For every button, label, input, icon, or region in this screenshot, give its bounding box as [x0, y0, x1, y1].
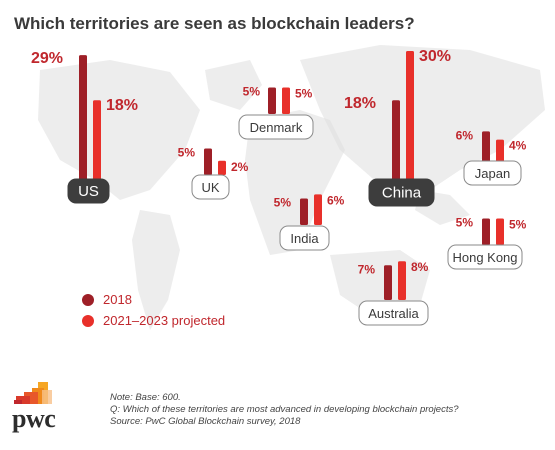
- bar-2018-australia: [384, 265, 392, 300]
- territory-label-us: US: [78, 183, 99, 200]
- data-label-2018-us: 29%: [31, 50, 63, 67]
- territory-box-denmark: [238, 114, 314, 140]
- data-label-projected-uk: 2%: [231, 160, 249, 174]
- bar-2018-uk: [204, 148, 212, 175]
- bar-projected-india: [314, 194, 322, 225]
- legend-swatch-2018: [82, 293, 94, 306]
- territory-box-china: [368, 178, 435, 207]
- bar-2018-india: [300, 198, 308, 225]
- territory-label-denmark: Denmark: [250, 120, 303, 135]
- data-label-projected-india: 6%: [327, 193, 345, 207]
- territory-label-china: China: [382, 185, 422, 202]
- territory-box-uk: [191, 174, 230, 200]
- bar-projected-denmark: [282, 87, 290, 114]
- legend-item-2018: 2018: [82, 289, 225, 310]
- legend-label-projected: 2021–2023 projected: [103, 313, 226, 328]
- legend-label-2018: 2018: [103, 292, 132, 307]
- map-landmass: [38, 60, 200, 200]
- bar-projected-china: [406, 51, 414, 180]
- pwc-logo-text: pwc: [12, 404, 56, 433]
- pwc-logo-mark: [14, 382, 52, 404]
- legend-swatch-projected: [82, 314, 94, 327]
- data-label-projected-japan: 4%: [509, 139, 527, 153]
- bar-2018-denmark: [268, 87, 276, 114]
- territory-label-hong-kong: Hong Kong: [452, 250, 517, 265]
- territory-box-india: [279, 225, 330, 251]
- map-landmass: [245, 110, 345, 255]
- legend-item-projected: 2021–2023 projected: [82, 310, 225, 331]
- data-label-projected-denmark: 5%: [295, 87, 313, 101]
- bar-projected-australia: [398, 261, 406, 300]
- territory-label-australia: Australia: [368, 306, 419, 321]
- bar-projected-hong-kong: [496, 218, 504, 245]
- bar-2018-us: [79, 55, 87, 180]
- bar-2018-hong-kong: [482, 218, 490, 245]
- territory-box-japan: [463, 160, 522, 186]
- data-label-2018-hong-kong: 5%: [456, 216, 474, 230]
- note-base: Note: Base: 600.: [110, 392, 181, 403]
- bar-projected-uk: [218, 160, 226, 175]
- data-label-projected-china: 30%: [419, 48, 451, 65]
- legend: 2018 2021–2023 projected: [82, 289, 225, 331]
- data-label-projected-australia: 8%: [411, 260, 429, 274]
- bar-2018-japan: [482, 131, 490, 162]
- data-label-2018-india: 5%: [274, 196, 292, 210]
- territory-box-hong-kong: [447, 244, 523, 270]
- data-label-2018-australia: 7%: [358, 262, 376, 276]
- chart-title: Which territories are seen as blockchain…: [14, 14, 415, 33]
- territory-box-australia: [358, 300, 429, 326]
- data-label-2018-japan: 6%: [456, 128, 474, 142]
- territory-box-us: [67, 178, 110, 204]
- data-label-projected-us: 18%: [106, 97, 138, 114]
- data-label-2018-china: 18%: [344, 95, 376, 112]
- pwc-logo: pwc: [12, 380, 72, 436]
- notes: Note: Base: 600. Q: Which of these terri…: [110, 392, 459, 428]
- bar-projected-japan: [496, 139, 504, 162]
- data-label-2018-denmark: 5%: [243, 85, 261, 99]
- map-landmass: [205, 60, 262, 110]
- territory-label-india: India: [290, 231, 319, 246]
- note-question: Q: Which of these territories are most a…: [110, 404, 459, 415]
- note-source: Source: PwC Global Blockchain survey, 20…: [110, 416, 301, 427]
- data-label-2018-uk: 5%: [178, 146, 196, 160]
- data-label-projected-hong-kong: 5%: [509, 218, 527, 232]
- map-landmass: [132, 210, 180, 330]
- territory-label-japan: Japan: [475, 166, 510, 181]
- territory-label-uk: UK: [201, 180, 219, 195]
- bar-projected-us: [93, 100, 101, 180]
- bar-2018-china: [392, 100, 400, 180]
